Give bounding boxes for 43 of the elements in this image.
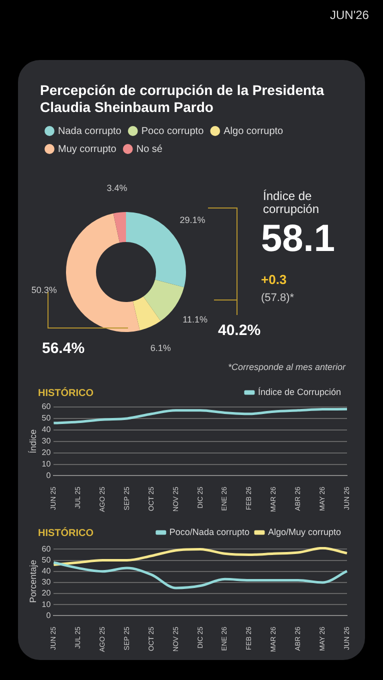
y-tick-label: 30 <box>42 578 52 587</box>
y-tick-label: 60 <box>42 402 52 412</box>
y-tick-label: 20 <box>42 588 52 598</box>
line-series <box>52 561 348 590</box>
y-axis-title: Porcentaje <box>28 560 38 603</box>
y-tick-label: 20 <box>42 448 52 458</box>
y-tick-label: 50 <box>42 556 52 564</box>
chart-title: HISTÓRICO <box>38 528 94 539</box>
y-tick-label: 0 <box>46 610 52 620</box>
legend-label: No sé <box>136 144 163 155</box>
text: 58.1 <box>261 218 335 261</box>
data-label: 6.1% <box>150 343 171 354</box>
y-tick-label: 50 <box>42 414 52 423</box>
legend-label: Muy corrupto <box>58 144 117 155</box>
y-tick-label: 0 <box>46 470 52 480</box>
line-series <box>52 408 348 424</box>
text: +0.3 <box>261 272 287 287</box>
text: JUN'26 <box>330 8 369 22</box>
legend-label: Algo/Muy corrupto <box>268 526 342 537</box>
chart-title: HISTÓRICO <box>38 388 94 399</box>
legend-label: Poco/Nada corrupto <box>169 526 250 537</box>
legend-label: Índice de Corrupción <box>258 386 342 397</box>
data-label: 3.4% <box>106 182 128 193</box>
y-tick-label: 30 <box>42 436 52 446</box>
text: 56.4% <box>42 340 85 357</box>
y-tick-label: 40 <box>42 425 52 434</box>
data-label: 50.3% <box>31 285 57 296</box>
text: (57.8)* <box>261 292 294 304</box>
y-axis-title: Índice <box>28 429 38 454</box>
line-series <box>52 547 348 566</box>
y-tick-label: 10 <box>42 600 52 609</box>
legend-label: Poco corrupto <box>141 126 204 137</box>
data-label: 29.1% <box>180 215 206 226</box>
y-tick-label: 40 <box>42 566 52 576</box>
y-tick-label: 10 <box>42 459 52 468</box>
legend-label: Nada corrupto <box>58 126 122 137</box>
text: Índice de corrupción <box>263 189 320 216</box>
chart-title: Percepción de corrupción de la Presidenta Claudia Sheinbaum Pardo <box>40 82 326 116</box>
legend-label: Algo corrupto <box>224 126 284 137</box>
y-tick-label: 60 <box>42 544 52 554</box>
text: 40.2% <box>218 322 261 339</box>
text: *Corresponde al mes anterior <box>228 362 346 372</box>
data-label: 11.1% <box>182 314 208 324</box>
